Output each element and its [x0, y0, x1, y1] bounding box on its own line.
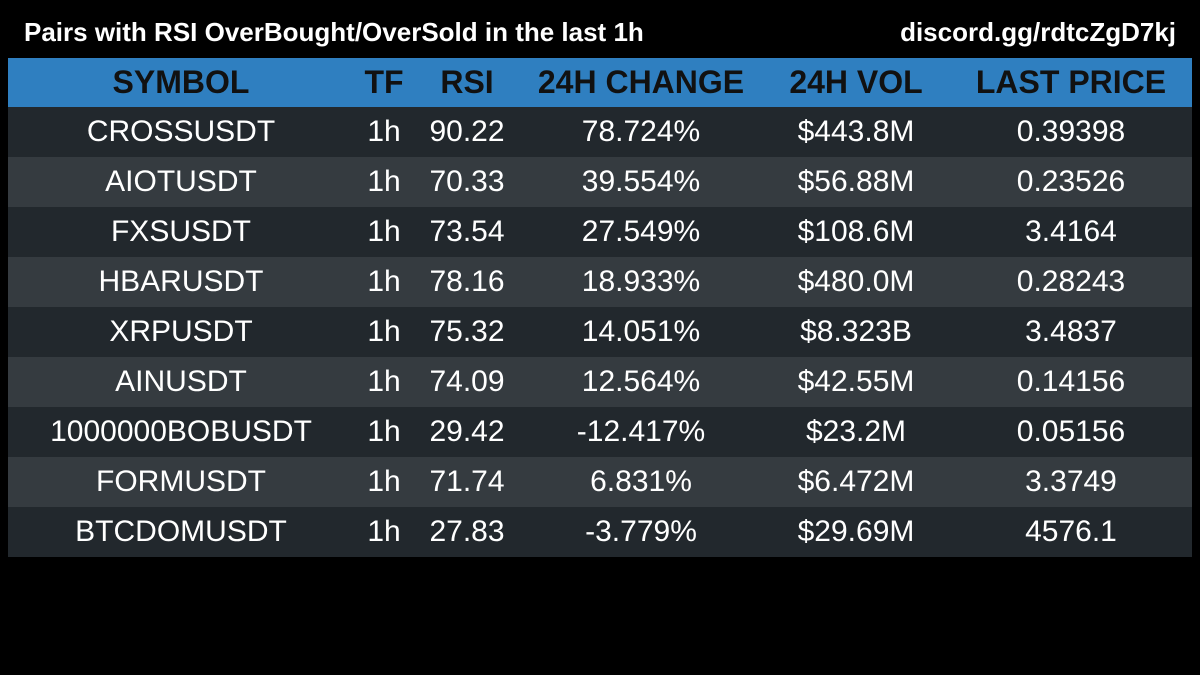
column-header-24h-change: 24H CHANGE [537, 64, 745, 100]
column-header-last-price: LAST PRICE [975, 64, 1167, 100]
rsi-cell: 78.16 [429, 265, 505, 298]
tf-cell: 1h [367, 515, 401, 548]
symbol-cell: 1000000BOBUSDT [50, 415, 312, 448]
symbol-cell: CROSSUSDT [86, 115, 276, 148]
change-cell: -3.779% [585, 515, 697, 548]
tf-cell: 1h [367, 315, 401, 348]
volume-cell: $480.0M [797, 265, 915, 298]
rsi-cell: 70.33 [429, 165, 505, 198]
change-cell: 78.724% [581, 115, 701, 148]
price-cell: 3.3749 [1025, 465, 1117, 498]
price-cell: 3.4164 [1025, 215, 1117, 248]
price-cell: 4576.1 [1025, 515, 1117, 548]
price-cell: 0.05156 [1016, 415, 1126, 448]
tf-cell: 1h [367, 265, 401, 298]
table-row: CROSSUSDT 1h 90.22 78.724% $443.8M 0.393… [8, 107, 1192, 157]
rsi-cell: 90.22 [429, 115, 505, 148]
price-cell: 0.23526 [1016, 165, 1126, 198]
symbol-cell: FORMUSDT [96, 465, 266, 498]
column-header-symbol: SYMBOL [112, 64, 250, 100]
page-title: Pairs with RSI OverBought/OverSold in th… [24, 17, 644, 47]
symbol-cell: XRPUSDT [109, 315, 253, 348]
price-cell: 0.39398 [1016, 115, 1126, 148]
tf-cell: 1h [367, 415, 401, 448]
table-row: XRPUSDT 1h 75.32 14.051% $8.323B 3.4837 [8, 307, 1192, 357]
rsi-cell: 75.32 [429, 315, 505, 348]
volume-cell: $108.6M [797, 215, 915, 248]
volume-cell: $8.323B [800, 315, 912, 348]
change-cell: 6.831% [590, 465, 692, 498]
rsi-cell: 29.42 [429, 415, 505, 448]
volume-cell: $443.8M [797, 115, 915, 148]
tf-cell: 1h [367, 215, 401, 248]
table-row: FORMUSDT 1h 71.74 6.831% $6.472M 3.3749 [8, 457, 1192, 507]
volume-cell: $29.69M [797, 515, 915, 548]
change-cell: -12.417% [576, 415, 706, 448]
tf-cell: 1h [367, 115, 401, 148]
table-row: BTCDOMUSDT 1h 27.83 -3.779% $29.69M 4576… [8, 507, 1192, 557]
column-header-24h-vol: 24H VOL [789, 64, 923, 100]
table-row: FXSUSDT 1h 73.54 27.549% $108.6M 3.4164 [8, 207, 1192, 257]
rsi-cell: 73.54 [429, 215, 505, 248]
discord-link[interactable]: discord.gg/rdtcZgD7kj [900, 17, 1176, 47]
volume-cell: $56.88M [797, 165, 915, 198]
volume-cell: $23.2M [805, 415, 907, 448]
column-header-rsi: RSI [440, 64, 494, 100]
price-cell: 0.14156 [1016, 365, 1126, 398]
change-cell: 27.549% [581, 215, 701, 248]
rsi-cell: 27.83 [429, 515, 505, 548]
table-row: 1000000BOBUSDT 1h 29.42 -12.417% $23.2M … [8, 407, 1192, 457]
change-cell: 12.564% [581, 365, 701, 398]
column-header-tf: TF [364, 64, 404, 100]
change-cell: 39.554% [581, 165, 701, 198]
volume-cell: $6.472M [797, 465, 915, 498]
volume-cell: $42.55M [797, 365, 915, 398]
table-row: AINUSDT 1h 74.09 12.564% $42.55M 0.14156 [8, 357, 1192, 407]
symbol-cell: HBARUSDT [98, 265, 264, 298]
change-cell: 18.933% [581, 265, 701, 298]
tf-cell: 1h [367, 465, 401, 498]
price-cell: 0.28243 [1016, 265, 1126, 298]
rsi-cell: 71.74 [429, 465, 505, 498]
change-cell: 14.051% [581, 315, 701, 348]
symbol-cell: AIOTUSDT [105, 165, 257, 198]
price-cell: 3.4837 [1025, 315, 1117, 348]
top-header: Pairs with RSI OverBought/OverSold in th… [0, 0, 1200, 62]
rsi-cell: 74.09 [429, 365, 505, 398]
table-header-row: SYMBOL TF RSI 24H CHANGE 24H VOL LAST PR… [8, 58, 1192, 107]
table-row: AIOTUSDT 1h 70.33 39.554% $56.88M 0.2352… [8, 157, 1192, 207]
symbol-cell: BTCDOMUSDT [75, 515, 287, 548]
table-row: HBARUSDT 1h 78.16 18.933% $480.0M 0.2824… [8, 257, 1192, 307]
symbol-cell: FXSUSDT [110, 215, 251, 248]
symbol-cell: AINUSDT [115, 365, 247, 398]
tf-cell: 1h [367, 165, 401, 198]
tf-cell: 1h [367, 365, 401, 398]
rsi-table: SYMBOL TF RSI 24H CHANGE 24H VOL LAST PR… [8, 58, 1192, 557]
